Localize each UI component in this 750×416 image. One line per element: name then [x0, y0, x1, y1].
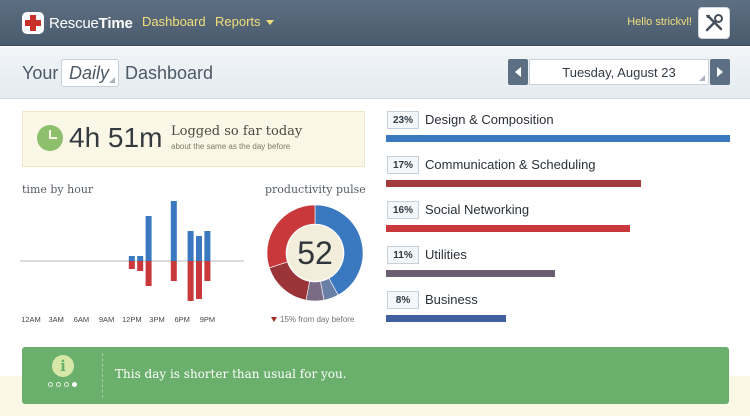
category-bar — [386, 315, 507, 322]
pulse-score: 52 — [297, 235, 333, 271]
productive-bar-5PM[interactable] — [170, 201, 177, 261]
previous-day-button[interactable] — [508, 59, 528, 85]
title-suffix: Dashboard — [125, 63, 214, 83]
time-by-hour-chart[interactable]: 12AM 3AM 6AM 9AM 12PM 3PM 6PM 9PM — [20, 195, 246, 330]
productive-bar-2PM[interactable] — [145, 216, 152, 261]
distracting-bar-5PM[interactable] — [170, 261, 177, 281]
pulse-change-text: 15% from day before — [280, 315, 355, 324]
tools-icon — [705, 14, 723, 32]
logged-time: 4h 51m — [69, 122, 163, 153]
logged-comparison: about the same as the day before — [171, 142, 291, 151]
productive-bar-9PM[interactable] — [204, 231, 211, 261]
title-prefix: Your — [22, 63, 59, 83]
category-row[interactable]: 16% Social Networking — [385, 201, 730, 241]
rescuetime-logo[interactable]: RescueTime — [22, 11, 133, 35]
category-name[interactable]: Utilities — [425, 247, 467, 262]
tools-button[interactable] — [698, 7, 730, 39]
top-nav-bar: RescueTime Dashboard Reports Hello stric… — [0, 0, 750, 46]
category-percent: 11% — [387, 246, 419, 264]
distracting-bar-7PM[interactable] — [187, 261, 194, 301]
next-day-button[interactable] — [710, 59, 730, 85]
nav-reports-label: Reports — [215, 14, 261, 29]
hour-tick-label: 12AM — [21, 315, 41, 324]
category-row[interactable]: 17% Communication & Scheduling — [385, 156, 730, 196]
category-percent: 23% — [387, 111, 419, 129]
category-name[interactable]: Communication & Scheduling — [425, 157, 596, 172]
hour-tick-label: 6PM — [174, 315, 189, 324]
pulse-change-note: 15% from day before — [271, 315, 354, 324]
logged-label: Logged so far today — [171, 124, 303, 139]
hour-tick-label: 12PM — [122, 315, 142, 324]
nav-dashboard-link[interactable]: Dashboard — [142, 14, 206, 29]
cross-logo-icon — [22, 12, 44, 34]
category-name[interactable]: Business — [425, 292, 478, 307]
logged-summary: 4h 51m Logged so far today about the sam… — [22, 111, 365, 167]
productivity-pulse-chart[interactable]: 52 — [265, 203, 365, 303]
category-bar — [386, 135, 730, 142]
pulse-center — [287, 225, 343, 281]
tip-page-dot[interactable] — [56, 382, 61, 387]
distracting-bar-1PM[interactable] — [137, 261, 144, 271]
user-greeting[interactable]: Hello strickvl! — [627, 16, 692, 28]
tip-page-dot[interactable] — [48, 382, 53, 387]
hour-tick-label: 3AM — [48, 315, 63, 324]
tip-divider — [102, 353, 103, 398]
chevron-down-icon — [265, 20, 274, 26]
category-bar — [386, 225, 631, 232]
info-icon: i — [52, 355, 74, 377]
chevron-right-icon — [717, 67, 723, 77]
date-picker[interactable]: Tuesday, August 23 — [529, 59, 709, 85]
hour-tick-label: 6AM — [74, 315, 89, 324]
distracting-bar-2PM[interactable] — [145, 261, 152, 286]
nav-reports-menu[interactable]: Reports — [215, 14, 274, 29]
period-select[interactable]: Daily — [61, 59, 119, 87]
category-row[interactable]: 8% Business — [385, 291, 730, 331]
distracting-bar-8PM[interactable] — [196, 261, 202, 299]
category-percent: 17% — [387, 156, 419, 174]
category-name[interactable]: Design & Composition — [425, 112, 554, 127]
tip-page-dot[interactable] — [64, 382, 69, 387]
tip-banner: i This day is shorter than usual for you… — [22, 347, 729, 404]
category-name[interactable]: Social Networking — [425, 202, 530, 217]
hour-tick-label: 9PM — [200, 315, 215, 324]
hour-tick-label: 3PM — [149, 315, 164, 324]
category-row[interactable]: 11% Utilities — [385, 246, 730, 286]
category-percent: 16% — [387, 201, 419, 219]
category-bar — [386, 270, 555, 277]
productive-bar-1PM[interactable] — [137, 256, 144, 261]
logo-text-second: Time — [98, 14, 133, 32]
productive-bar-7PM[interactable] — [187, 231, 194, 261]
dashboard-header: Your Daily Dashboard Tuesday, August 23 — [0, 47, 750, 99]
tip-text: This day is shorter than usual for you. — [115, 367, 347, 381]
clock-icon — [37, 125, 63, 151]
logo-text-first: Rescue — [49, 14, 99, 32]
category-percent: 8% — [387, 291, 419, 309]
tip-page-dot[interactable] — [72, 382, 77, 387]
category-row[interactable]: 23% Design & Composition — [385, 111, 730, 151]
pulse-slice-very-distracting[interactable] — [266, 204, 316, 269]
hour-tick-label: 9AM — [99, 315, 114, 324]
productivity-pulse-title: productivity pulse — [265, 183, 366, 196]
distracting-bar-12PM[interactable] — [128, 261, 135, 269]
chevron-left-icon — [515, 67, 521, 77]
time-by-hour-title: time by hour — [22, 183, 94, 196]
arrow-down-icon — [271, 317, 277, 323]
category-bar — [386, 180, 641, 187]
distracting-bar-9PM[interactable] — [204, 261, 211, 281]
productive-bar-8PM[interactable] — [196, 236, 202, 261]
tip-pagination[interactable] — [48, 382, 77, 387]
productive-bar-12PM[interactable] — [128, 256, 135, 261]
